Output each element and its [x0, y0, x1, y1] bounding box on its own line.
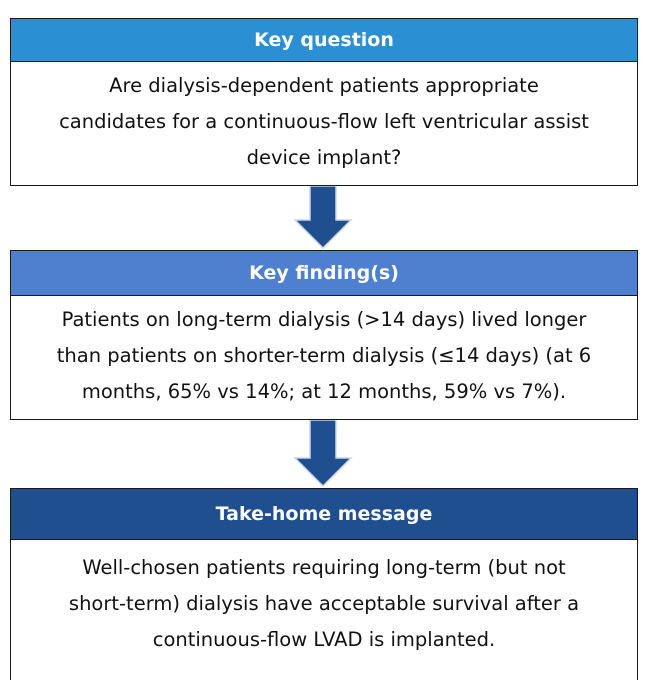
text-line: Are dialysis-dependent patients appropri… — [109, 74, 539, 97]
section-header: Key question — [10, 18, 638, 62]
text-line: device implant? — [246, 146, 402, 169]
arrow — [293, 420, 353, 488]
section-header: Take-home message — [10, 488, 638, 540]
text-line: short-term) dialysis have acceptable sur… — [68, 592, 580, 615]
section-body: Patients on long-term dialysis (>14 days… — [10, 296, 638, 420]
text-line: months, 65% vs 14%; at 12 months, 59% vs… — [81, 380, 567, 403]
text-line: Well-chosen patients requiring long-term… — [82, 556, 566, 579]
text-line: Patients on long-term dialysis (>14 days… — [61, 308, 587, 331]
text-line: candidates for a continuous-flow left ve… — [59, 110, 589, 133]
section-header: Key finding(s) — [10, 250, 638, 296]
section-body: Well-chosen patients requiring long-term… — [10, 540, 638, 680]
section-body: Are dialysis-dependent patients appropri… — [10, 62, 638, 186]
arrow — [293, 186, 353, 250]
text-line: continuous-flow LVAD is implanted. — [152, 628, 496, 651]
text-line: than patients on shorter-term dialysis (… — [56, 344, 592, 367]
